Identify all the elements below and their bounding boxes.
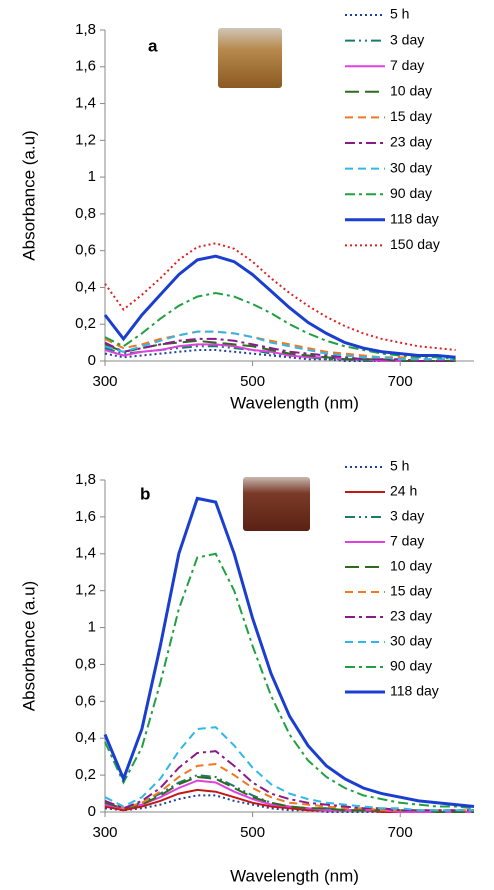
legend-label: 30 day xyxy=(390,633,432,649)
data-line xyxy=(103,254,456,359)
y-tick-label: 1,6 xyxy=(75,58,96,75)
data-line xyxy=(104,242,456,351)
legend-label: 7 day xyxy=(390,533,424,549)
x-tick-label: 700 xyxy=(388,373,413,390)
panel-label: a xyxy=(148,36,158,55)
x-tick-label: 500 xyxy=(240,373,265,390)
y-tick-label: 0 xyxy=(88,803,96,820)
legend-label: 118 day xyxy=(390,683,439,699)
y-tick-label: 0,8 xyxy=(75,655,96,672)
legend-label: 5 h xyxy=(390,6,409,22)
data-line xyxy=(104,750,474,812)
legend-label: 24 h xyxy=(390,483,417,499)
data-line xyxy=(104,349,456,362)
x-tick-label: 700 xyxy=(388,824,413,841)
x-tick-label: 300 xyxy=(92,373,117,390)
y-tick-label: 0,2 xyxy=(75,315,96,332)
legend-label: 15 day xyxy=(390,108,432,124)
flask-photo xyxy=(243,477,310,531)
y-tick-label: 1 xyxy=(88,619,96,636)
y-tick-label: 1,4 xyxy=(75,95,96,112)
legend-label: 3 day xyxy=(390,31,424,47)
legend-label: 90 day xyxy=(390,658,432,674)
legend-label: 10 day xyxy=(390,83,432,99)
y-axis-label: Absorbance (a.u) xyxy=(19,130,38,260)
data-line xyxy=(104,343,456,362)
y-tick-label: 0,6 xyxy=(75,242,96,259)
data-line xyxy=(104,762,474,812)
legend-label: 5 h xyxy=(390,458,409,474)
y-tick-label: 0 xyxy=(88,352,96,369)
data-line xyxy=(103,496,475,808)
y-tick-label: 0,4 xyxy=(75,278,96,295)
x-axis-label: Wavelength (nm) xyxy=(230,393,359,412)
legend-label: 23 day xyxy=(390,134,432,150)
y-tick-label: 1,8 xyxy=(75,471,96,488)
data-line xyxy=(104,552,475,810)
x-axis-label: Wavelength (nm) xyxy=(230,866,359,885)
y-tick-label: 1,4 xyxy=(75,545,96,562)
y-tick-label: 0,2 xyxy=(75,766,96,783)
data-line xyxy=(104,337,456,362)
legend-label: 90 day xyxy=(390,185,432,201)
legend-label: 118 day xyxy=(390,211,439,227)
y-tick-label: 1,2 xyxy=(75,131,96,148)
data-line xyxy=(104,774,474,813)
y-tick-label: 0,6 xyxy=(75,692,96,709)
y-tick-label: 1,6 xyxy=(75,508,96,525)
flask-photo xyxy=(218,28,282,88)
legend-label: 10 day xyxy=(390,558,432,574)
legend-label: 3 day xyxy=(390,508,424,524)
data-line xyxy=(104,726,474,812)
y-axis-label: Absorbance (a.u) xyxy=(19,581,38,711)
x-tick-label: 500 xyxy=(240,824,265,841)
data-line xyxy=(104,779,474,813)
y-tick-label: 1 xyxy=(88,168,96,185)
data-line xyxy=(104,339,456,362)
panel-label: b xyxy=(140,484,150,503)
y-tick-label: 1,8 xyxy=(75,21,96,38)
legend-label: 30 day xyxy=(390,159,432,175)
x-tick-label: 300 xyxy=(92,824,117,841)
legend-label: 150 day xyxy=(390,236,440,252)
y-tick-label: 0,4 xyxy=(75,729,96,746)
y-tick-label: 1,2 xyxy=(75,582,96,599)
data-line xyxy=(104,291,456,361)
legend-label: 7 day xyxy=(390,57,424,73)
legend-label: 23 day xyxy=(390,608,432,624)
legend-label: 15 day xyxy=(390,583,432,599)
y-tick-label: 0,8 xyxy=(75,205,96,222)
